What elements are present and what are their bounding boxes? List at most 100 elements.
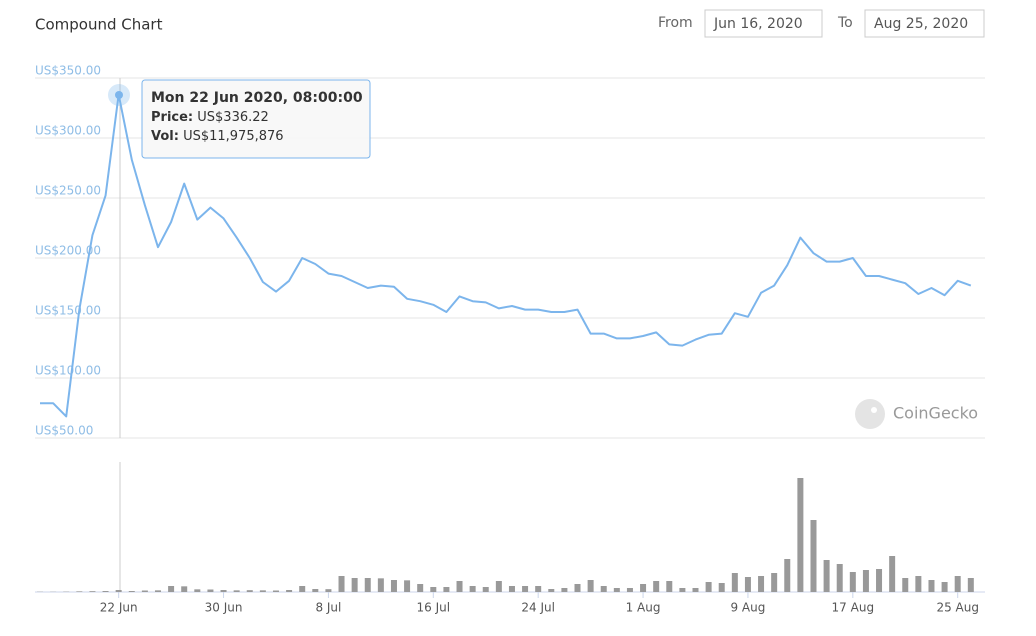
volume-bar	[495, 581, 502, 592]
to-date: Aug 25, 2020	[874, 16, 968, 32]
volume-bar	[626, 588, 633, 592]
to-label: To	[837, 15, 853, 31]
volume-bar	[954, 576, 961, 592]
volume-bar	[535, 586, 542, 592]
from-label: From	[658, 15, 693, 31]
volume-bar	[233, 590, 240, 592]
volume-bar	[928, 580, 935, 592]
from-input[interactable]	[704, 9, 823, 38]
to-input[interactable]	[864, 9, 985, 38]
volume-bar	[679, 588, 686, 592]
y-tick-label: US$300.00	[35, 124, 101, 138]
tooltip-line: Price: US$336.22	[151, 110, 269, 125]
from-date: Jun 16, 2020	[713, 16, 803, 32]
volume-bar	[744, 577, 751, 592]
volume-bar	[443, 587, 450, 592]
volume-bar	[862, 570, 869, 592]
volume-bar	[876, 569, 883, 592]
volume-bar	[705, 582, 712, 592]
tooltip-date: Mon 22 Jun 2020, 08:00:00	[151, 90, 363, 106]
volume-bar	[338, 576, 345, 592]
volume-bar	[312, 589, 319, 592]
tooltip-line: Vol: US$11,975,876	[151, 129, 284, 144]
x-tick-label: 22 Jun	[100, 601, 138, 615]
volume-bar	[784, 559, 791, 592]
volume-bar	[482, 587, 489, 592]
volume-bar	[404, 580, 411, 592]
volume-bar	[889, 556, 896, 592]
volume-bar	[417, 584, 424, 592]
volume-bar	[666, 581, 673, 592]
tooltip-vol-label: Vol:	[151, 129, 179, 144]
volume-bar	[640, 584, 647, 592]
volume-bar	[207, 589, 214, 592]
volume-bar	[758, 576, 765, 592]
volume-bar	[325, 589, 332, 592]
x-tick-label: 25 Aug	[936, 601, 979, 615]
volume-bar	[377, 578, 384, 592]
volume-bar	[115, 590, 122, 592]
volume-bar	[430, 587, 437, 592]
volume-bar	[613, 588, 620, 592]
y-tick-label: US$350.00	[35, 64, 101, 78]
volume-bar	[168, 586, 175, 592]
volume-bar	[76, 591, 83, 592]
x-tick-label: 24 Jul	[521, 601, 555, 615]
volume-bar	[89, 591, 96, 592]
volume-bar	[771, 573, 778, 592]
tooltip-box	[141, 79, 371, 159]
volume-bar	[194, 589, 201, 592]
credit-text: CoinGecko	[893, 404, 978, 423]
volume-bar	[141, 590, 148, 592]
volume-bar	[915, 576, 922, 592]
hover-point	[115, 91, 123, 99]
volume-bar	[548, 589, 555, 592]
volume-bar	[246, 590, 253, 592]
volume-bar	[600, 586, 607, 592]
volume-bar	[574, 584, 581, 592]
y-tick-label: US$50.00	[35, 424, 93, 438]
volume-bar	[456, 581, 463, 592]
tooltip-price: US$336.22	[197, 110, 269, 125]
x-tick-label: 9 Aug	[730, 601, 765, 615]
volume-bar	[220, 590, 227, 592]
volume-bar	[286, 590, 293, 592]
volume-bar	[469, 586, 476, 592]
tooltip-vol: US$11,975,876	[183, 129, 283, 144]
tooltip: Mon 22 Jun 2020, 08:00:00 Price: US$336.…	[141, 79, 371, 159]
volume-bar	[941, 582, 948, 592]
x-tick-label: 1 Aug	[626, 601, 661, 615]
volume-bar	[299, 586, 306, 592]
credit-logo-eye	[871, 407, 877, 413]
grid: US$50.00 US$100.00 US$150.00 US$200.00 US$25…	[35, 64, 985, 615]
y-tick-label: US$150.00	[35, 304, 101, 318]
volume-bar	[810, 520, 817, 592]
volume-bar	[836, 564, 843, 592]
y-tick-label: US$200.00	[35, 244, 101, 258]
volume-bar	[522, 586, 529, 592]
volume-bar	[587, 580, 594, 592]
volume-bar	[797, 478, 804, 592]
volume-bar	[390, 580, 397, 592]
x-tick-label: 30 Jun	[205, 601, 243, 615]
y-tick-label: US$100.00	[35, 364, 101, 378]
volume-bar	[508, 586, 515, 592]
y-tick-label: US$250.00	[35, 184, 101, 198]
tooltip-price-label: Price:	[151, 110, 193, 125]
credit: CoinGecko	[855, 399, 978, 429]
volume-bar	[718, 583, 725, 592]
volume-bar	[154, 590, 161, 592]
volume-bar	[364, 578, 371, 592]
volume-bar	[967, 578, 974, 592]
credit-logo	[855, 399, 885, 429]
volume-bar	[351, 578, 358, 592]
volume-bar	[259, 590, 266, 592]
chart-title: Compound Chart	[35, 16, 163, 34]
volume-bar	[272, 590, 279, 592]
volume-bar	[561, 588, 568, 592]
volume-bar	[181, 586, 188, 592]
volume-bar	[902, 578, 909, 592]
volume-bar	[128, 591, 135, 592]
volume-bar	[692, 588, 699, 592]
